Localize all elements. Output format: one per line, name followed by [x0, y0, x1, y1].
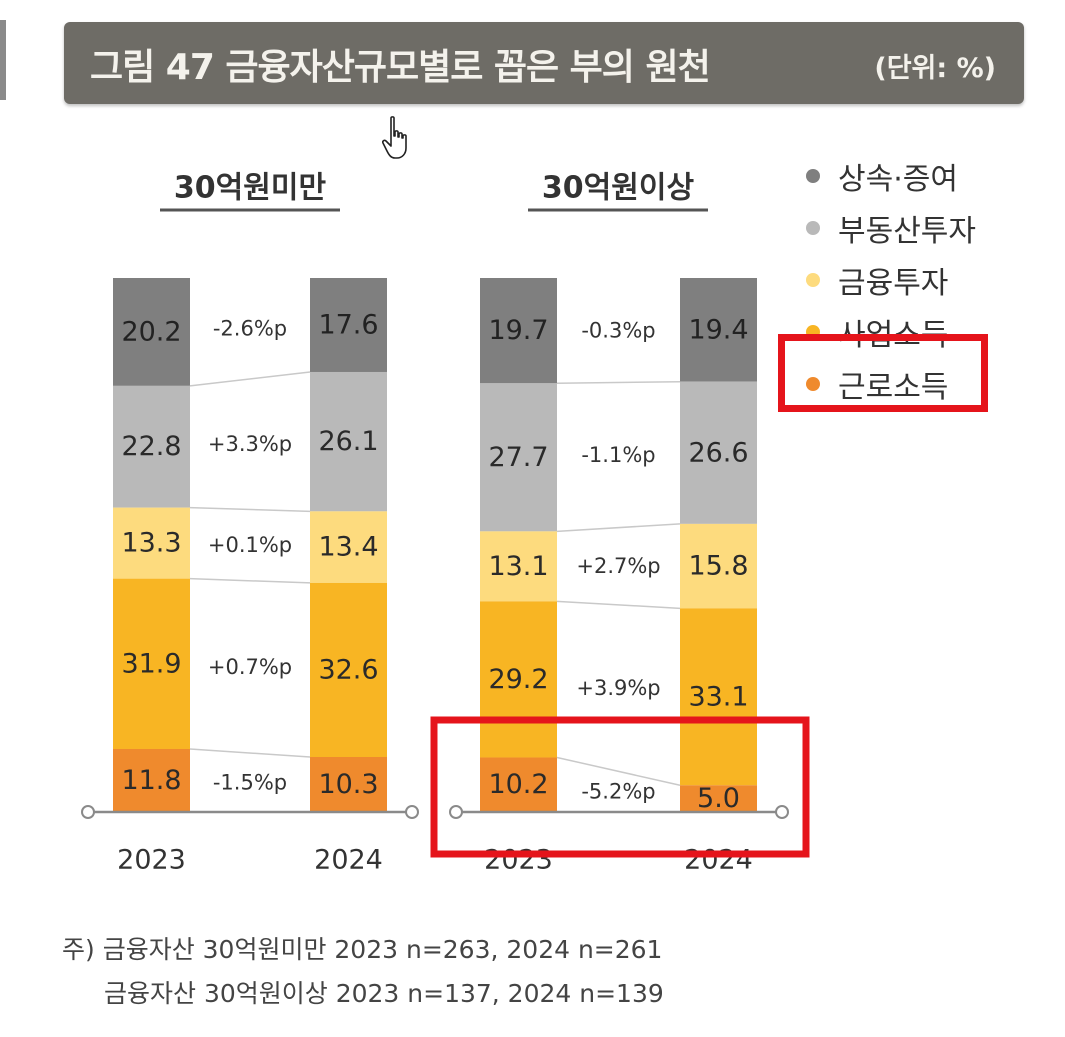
bar-segment	[310, 582, 387, 757]
data-label: 10.3	[318, 769, 378, 800]
change-label: +2.7%p	[576, 554, 660, 578]
data-label: 22.8	[121, 431, 181, 462]
data-label: 15.8	[688, 551, 748, 582]
x-tick-label: 2024	[684, 845, 753, 876]
bar-segment	[680, 381, 757, 524]
legend-label: 금융투자	[838, 266, 949, 301]
bar-segment	[680, 785, 757, 812]
bar-segment	[113, 278, 190, 386]
change-label: +0.7%p	[208, 655, 292, 679]
change-label: +3.3%p	[208, 432, 292, 456]
bar-segment	[680, 523, 757, 609]
footnote-line-1: 주) 금융자산 30억원미만 2023 n=263, 2024 n=261	[62, 935, 663, 964]
data-label: 27.7	[488, 442, 548, 473]
connector-line	[189, 748, 311, 758]
connector-line	[556, 380, 681, 385]
data-label: 32.6	[318, 654, 378, 685]
hand-cursor-icon	[381, 116, 412, 164]
bar-segment	[480, 383, 557, 532]
bar-segment	[113, 385, 190, 508]
figure-title-bar: 그림 47 금융자산규모별로 꼽은 부의 원천 (단위: %)	[64, 22, 1024, 104]
axis-end-circle	[449, 805, 463, 819]
footnote: 주) 금융자산 30억원미만 2023 n=263, 2024 n=261 금융…	[62, 930, 664, 1018]
bar-segment	[310, 278, 387, 372]
legend-item: 상속·증여	[800, 150, 976, 202]
axis-end-circle	[81, 805, 95, 819]
data-label: 13.4	[318, 532, 378, 563]
bar-segment	[310, 371, 387, 512]
x-tick-label: 2024	[314, 845, 383, 876]
change-label: -2.6%p	[213, 316, 287, 340]
legend-label: 부동산투자	[838, 214, 976, 249]
connector-line	[189, 577, 311, 584]
legend-swatch	[806, 221, 820, 235]
axis-end-circle	[775, 805, 789, 819]
data-label: 17.6	[318, 309, 378, 340]
legend-swatch	[806, 377, 820, 391]
bar-segment	[113, 507, 190, 579]
connector-line	[556, 756, 681, 787]
change-label: -0.3%p	[581, 318, 655, 342]
legend-item: 부동산투자	[800, 202, 976, 254]
data-label: 20.2	[121, 316, 181, 347]
bar-segment	[480, 757, 557, 812]
data-label: 13.1	[488, 551, 548, 582]
legend-swatch	[806, 169, 820, 183]
bar-segment	[113, 578, 190, 749]
chart-legend: 상속·증여 부동산투자 금융투자 사업소득 근로소득	[778, 150, 988, 412]
change-label: -1.1%p	[581, 443, 655, 467]
data-label: 29.2	[488, 664, 548, 695]
change-label: +3.9%p	[576, 676, 660, 700]
highlight-box-bars	[430, 716, 810, 858]
connector-line	[189, 371, 311, 387]
data-label: 26.6	[688, 437, 748, 468]
x-tick-label: 2023	[484, 845, 553, 876]
bar-segment	[113, 748, 190, 812]
legend-label: 근로소득	[838, 370, 949, 405]
data-label: 26.1	[318, 426, 378, 457]
legend-item: 금융투자	[800, 254, 976, 306]
data-label: 31.9	[121, 648, 181, 679]
axis-end-circle	[405, 805, 419, 819]
legend-item: 근로소득	[800, 358, 976, 410]
legend-label: 상속·증여	[838, 162, 958, 197]
change-label: -1.5%p	[213, 770, 287, 794]
connector-line	[189, 506, 311, 513]
unit-label: (단위: %)	[874, 53, 996, 84]
panel-title: 30억원미만	[174, 171, 327, 206]
bar-segment	[310, 756, 387, 812]
legend-swatch	[806, 273, 820, 287]
bar-segment	[480, 278, 557, 384]
highlight-box-legend	[778, 334, 988, 412]
bar-segment	[480, 531, 557, 602]
data-label: 10.2	[488, 769, 548, 800]
data-label: 13.3	[121, 528, 181, 559]
change-label: +0.1%p	[208, 533, 292, 557]
data-label: 11.8	[121, 765, 181, 796]
bar-segment	[480, 601, 557, 758]
left-edge-fragment	[0, 20, 6, 100]
footnote-line-2: 금융자산 30억원이상 2023 n=137, 2024 n=139	[104, 979, 664, 1008]
change-label: -5.2%p	[581, 780, 655, 804]
connector-line	[556, 523, 681, 533]
figure-title: 그림 47 금융자산규모별로 꼽은 부의 원천	[90, 47, 711, 88]
x-tick-label: 2023	[117, 845, 186, 876]
bar-segment	[680, 278, 757, 382]
bar-segment	[680, 608, 757, 786]
data-label: 33.1	[688, 681, 748, 712]
panel-title: 30억원이상	[542, 171, 695, 206]
data-label: 5.0	[697, 783, 740, 814]
bar-segment	[310, 511, 387, 583]
data-label: 19.4	[688, 314, 748, 345]
connector-line	[556, 600, 681, 610]
data-label: 19.7	[488, 315, 548, 346]
